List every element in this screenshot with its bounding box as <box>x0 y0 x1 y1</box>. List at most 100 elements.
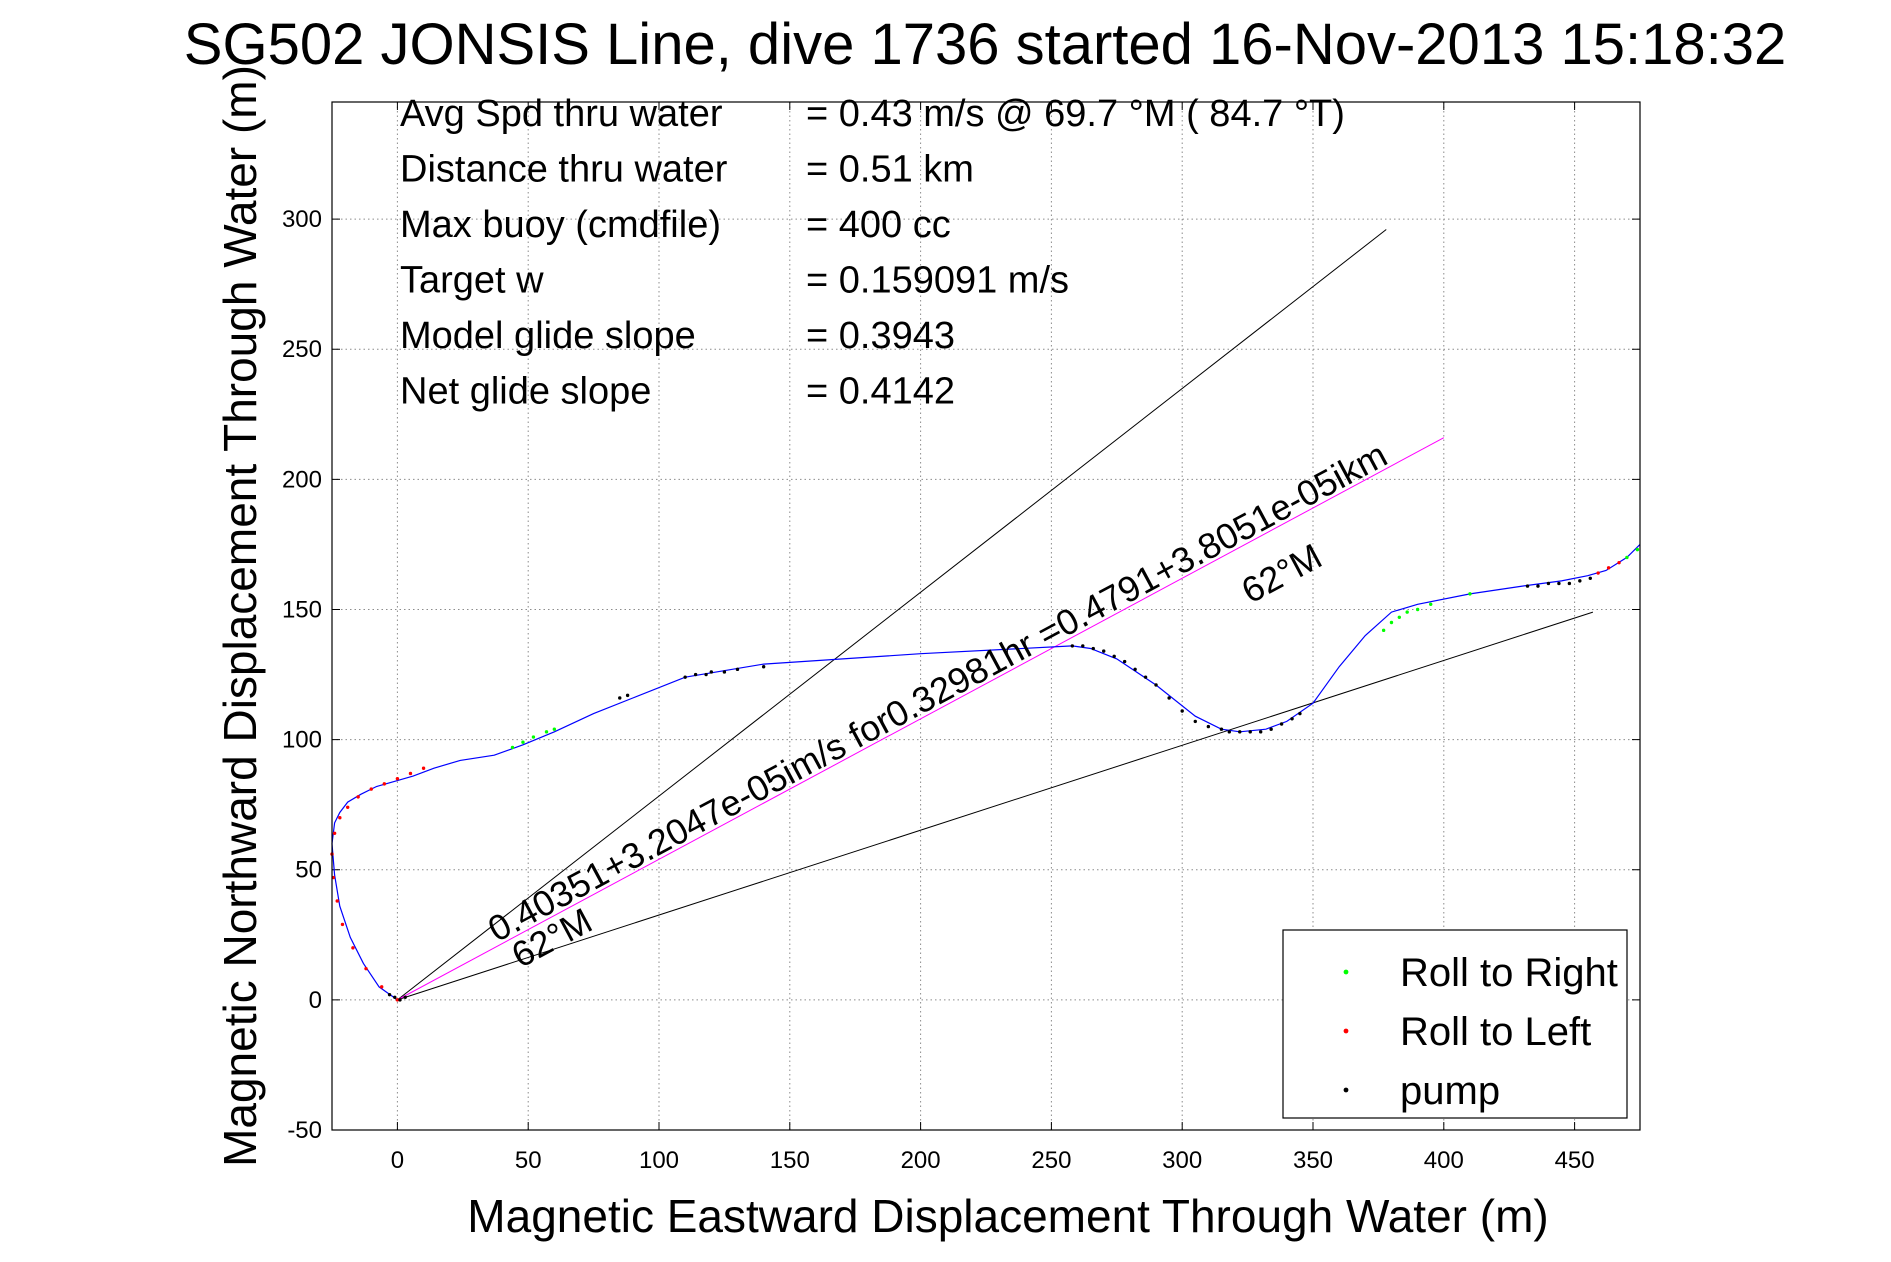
pump-point <box>403 995 407 999</box>
pump-point <box>683 675 687 679</box>
roll-to-right-point <box>510 745 515 750</box>
pump-point <box>1578 579 1582 583</box>
heading-lower-line <box>397 611 1594 1001</box>
roll-to-right-point <box>1625 555 1629 560</box>
legend-box <box>1282 929 1628 1119</box>
pump-point <box>735 667 740 672</box>
axis-ticks: 0 50 100 150 200 250 300 350 400 450 -50 0 50 100 150 2… <box>282 102 1640 1174</box>
pump-point <box>1525 584 1530 588</box>
roll-to-left-point <box>351 946 355 950</box>
y-tick-label: 250 <box>282 336 322 363</box>
roll-to-right-point <box>1468 592 1472 596</box>
pump-point <box>1206 724 1211 729</box>
pump-point <box>625 693 630 698</box>
roll-to-left-point <box>369 787 373 791</box>
roll-to-left-point <box>395 998 400 1002</box>
pump-point <box>1219 727 1224 731</box>
roll-to-left-point <box>421 766 426 770</box>
roll-to-left-point <box>382 782 387 786</box>
legend-label: pump <box>1400 1069 1500 1113</box>
pump-point <box>1290 717 1294 721</box>
pump-point <box>1546 581 1551 586</box>
roll-to-right-point <box>1397 615 1402 620</box>
roll-to-left-point <box>345 805 350 809</box>
pump-point <box>1536 584 1540 588</box>
pump-point <box>1122 659 1127 664</box>
pump-point <box>1269 727 1273 731</box>
roll-to-right-point <box>552 727 557 731</box>
net-track-line <box>397 437 1445 1001</box>
pump-point <box>1567 581 1572 586</box>
legend-marker <box>1343 1087 1349 1093</box>
pump-point <box>693 672 698 677</box>
roll-to-left-point <box>364 966 368 971</box>
roll-to-right-point <box>1429 602 1433 606</box>
pump-point <box>1112 654 1116 659</box>
roll-to-right-point <box>1381 628 1386 633</box>
roll-to-left-point <box>340 922 345 927</box>
stat-value: = 0.51 km <box>806 149 974 191</box>
roll-to-right-point <box>544 730 549 734</box>
pump-point <box>1227 730 1231 734</box>
roll-to-right-point <box>1405 610 1409 614</box>
pump-point <box>1258 730 1263 734</box>
reference-lines <box>397 229 1594 1001</box>
stat-label: Distance thru water <box>400 149 728 191</box>
stat-label: Target w <box>400 260 544 302</box>
legend-marker <box>1343 969 1349 975</box>
stat-label: Max buoy (cmdfile) <box>400 204 721 246</box>
x-tick-label: 200 <box>901 1147 941 1174</box>
y-tick-label: 100 <box>282 727 322 754</box>
pump-point <box>1298 711 1302 716</box>
legend: Roll to Right Roll to Left pump <box>1282 929 1628 1119</box>
x-tick-label: 150 <box>770 1147 810 1174</box>
pump-point <box>1167 696 1171 700</box>
y-axis-label: Magnetic Northward Displacement Through … <box>214 65 266 1167</box>
stat-label: Net glide slope <box>400 371 651 413</box>
y-tick-label: 0 <box>309 987 322 1014</box>
stat-value: = 400 cc <box>806 204 951 246</box>
pump-point <box>1081 644 1085 648</box>
pump-point <box>704 672 708 677</box>
x-tick-label: 450 <box>1555 1147 1595 1174</box>
pump-point <box>618 696 622 700</box>
pump-point <box>1143 675 1148 679</box>
roll-to-left-point <box>380 985 384 989</box>
roll-to-left-point <box>356 795 360 799</box>
pump-point <box>1279 722 1284 726</box>
stat-value: = 0.3943 <box>806 315 955 357</box>
pump-point <box>709 670 714 674</box>
stat-label: Avg Spd thru water <box>400 93 723 135</box>
x-tick-label: 0 <box>391 1147 404 1174</box>
pump-point <box>1154 683 1158 687</box>
track-layer <box>331 543 1641 1001</box>
point-markers <box>330 547 1640 1002</box>
dive-track-line <box>331 543 1641 1001</box>
x-axis-label: Magnetic Eastward Displacement Through W… <box>467 1190 1548 1242</box>
roll-to-left-point <box>1617 560 1621 565</box>
pump-point <box>398 998 402 1002</box>
legend-label: Roll to Left <box>1400 1010 1591 1054</box>
roll-to-right-point <box>521 740 525 744</box>
y-tick-label: 50 <box>295 857 322 884</box>
x-tick-label: 400 <box>1424 1147 1464 1174</box>
pump-point <box>1193 719 1197 724</box>
roll-to-left-point <box>332 831 337 836</box>
y-tick-label: 200 <box>282 466 322 493</box>
pump-point <box>387 992 392 997</box>
x-tick-label: 100 <box>639 1147 679 1174</box>
pump-point <box>393 995 397 999</box>
y-tick-label: 150 <box>282 596 322 623</box>
y-tick-label: -50 <box>287 1117 322 1144</box>
stats-block: Avg Spd thru water = 0.43 m/s @ 69.7 °M (… <box>400 93 1345 413</box>
stat-value: = 0.4142 <box>806 371 955 413</box>
pump-point <box>1070 644 1075 648</box>
roll-to-left-point <box>408 771 413 776</box>
roll-to-left-point <box>338 815 342 820</box>
pump-point <box>1588 576 1592 580</box>
pump-point <box>1248 730 1252 734</box>
plot-frame <box>331 101 1641 1131</box>
roll-to-left-point <box>1606 566 1611 570</box>
pump-point <box>1102 649 1106 653</box>
